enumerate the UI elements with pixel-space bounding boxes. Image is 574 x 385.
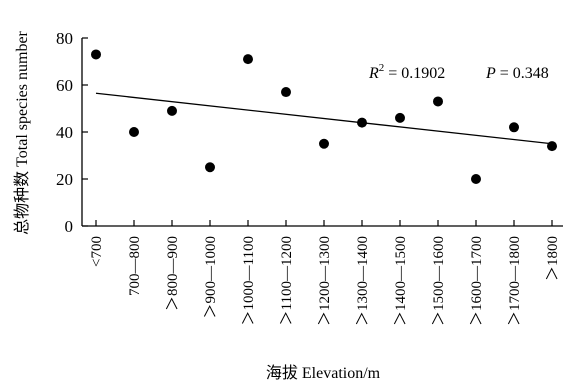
y-tick-label: 0 bbox=[65, 217, 74, 236]
data-points bbox=[91, 49, 557, 184]
x-tick-label: ＞900—1000 bbox=[203, 236, 219, 319]
y-axis-title: 总物种数 Total species number bbox=[13, 30, 31, 234]
data-point bbox=[167, 105, 177, 116]
x-tick-label: ＞800—900 bbox=[165, 236, 181, 311]
x-axis-title: 海拔 Elevation/m bbox=[266, 364, 381, 382]
x-tick-label: ＞1800 bbox=[545, 236, 561, 281]
data-point bbox=[91, 49, 101, 60]
x-tick-label: ＞1200—1300 bbox=[317, 236, 333, 326]
x-tick-label: <700 bbox=[89, 236, 105, 267]
y-tick-label: 80 bbox=[56, 29, 73, 48]
p-value-value: = 0.348 bbox=[496, 65, 549, 82]
y-axis: 0 20 40 60 80 bbox=[56, 29, 88, 236]
y-ticks: 0 20 40 60 80 bbox=[56, 29, 88, 236]
data-point bbox=[319, 138, 329, 149]
x-tick-label: ＞1000—1100 bbox=[241, 236, 257, 325]
data-point bbox=[395, 112, 405, 123]
x-tick-label: ＞1500—1600 bbox=[431, 236, 447, 326]
data-point bbox=[281, 87, 291, 98]
y-tick-label: 40 bbox=[56, 123, 73, 142]
x-tick-label: ＞1100—1200 bbox=[279, 236, 295, 325]
r-squared-annotation: R2 = 0.1902 bbox=[368, 62, 445, 82]
x-ticks: <700 700—800 ＞800—900 ＞900—1000 ＞1000—1100 ＞1… bbox=[89, 220, 561, 326]
data-point bbox=[243, 54, 253, 65]
y-tick-label: 60 bbox=[56, 76, 73, 95]
r-squared-value: = 0.1902 bbox=[384, 65, 445, 82]
data-point bbox=[433, 96, 443, 107]
trend-line bbox=[95, 92, 553, 145]
x-tick-label: ＞1700—1800 bbox=[507, 236, 523, 326]
r-squared-symbol: R bbox=[368, 65, 379, 82]
data-point bbox=[471, 174, 481, 184]
x-tick-label: ＞1300—1400 bbox=[355, 236, 371, 326]
x-axis: <700 700—800 ＞800—900 ＞900—1000 ＞1000—1100 ＞1… bbox=[82, 220, 563, 326]
data-point bbox=[547, 141, 557, 152]
p-value-annotation: P = 0.348 bbox=[485, 65, 549, 82]
data-point bbox=[357, 117, 367, 128]
data-point bbox=[509, 122, 519, 133]
y-tick-label: 20 bbox=[56, 170, 73, 189]
data-point bbox=[205, 162, 215, 173]
data-point bbox=[129, 127, 139, 137]
p-value-symbol: P bbox=[485, 65, 496, 82]
x-tick-label: ＞1600—1700 bbox=[469, 236, 485, 326]
r-squared-superscript: 2 bbox=[379, 62, 385, 74]
x-tick-label: 700—800 bbox=[127, 236, 143, 296]
x-tick-label: ＞1400—1500 bbox=[393, 236, 409, 326]
